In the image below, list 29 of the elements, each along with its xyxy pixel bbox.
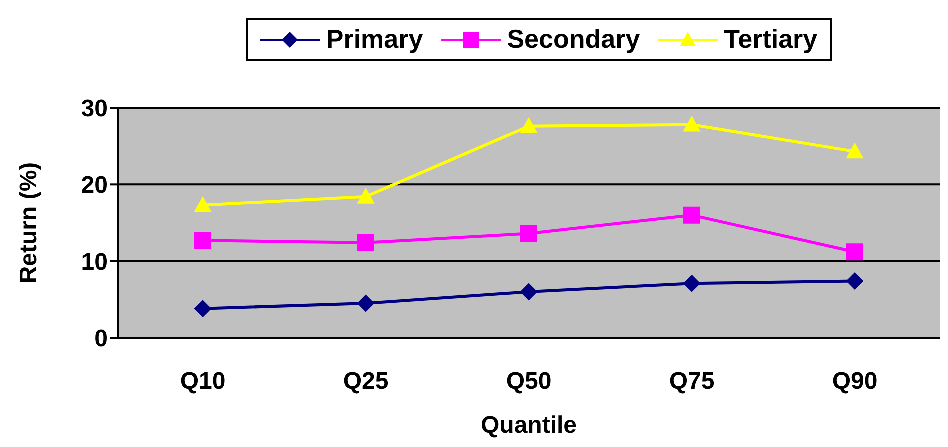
point <box>684 206 700 224</box>
point <box>520 284 538 300</box>
point <box>194 300 212 318</box>
x-tick-label: Q10 <box>180 368 226 396</box>
point <box>684 116 700 132</box>
point <box>846 143 864 159</box>
legend-label: Secondary <box>507 24 640 55</box>
point <box>684 275 700 292</box>
y-tick-label: 30 <box>81 96 108 123</box>
point <box>520 118 538 134</box>
y-tick-label: 10 <box>81 248 108 276</box>
y-tick-label: 0 <box>94 326 108 353</box>
legend-label: Tertiary <box>724 24 818 55</box>
x-tick-label: Q50 <box>506 368 552 396</box>
point <box>194 232 212 250</box>
point <box>358 188 374 204</box>
point <box>520 225 538 242</box>
x-tick-label: Q90 <box>832 368 878 396</box>
point <box>846 272 864 290</box>
legend-label: Primary <box>326 24 424 55</box>
y-axis-title: Return (%) <box>16 162 43 284</box>
point <box>358 234 374 252</box>
y-tick-label: 20 <box>81 172 108 200</box>
point <box>194 196 212 212</box>
x-tick-label: Q75 <box>669 368 715 396</box>
point <box>846 244 864 261</box>
x-tick-label: Q25 <box>343 368 389 396</box>
x-axis-title: Quantile <box>480 412 578 439</box>
point <box>358 295 374 312</box>
